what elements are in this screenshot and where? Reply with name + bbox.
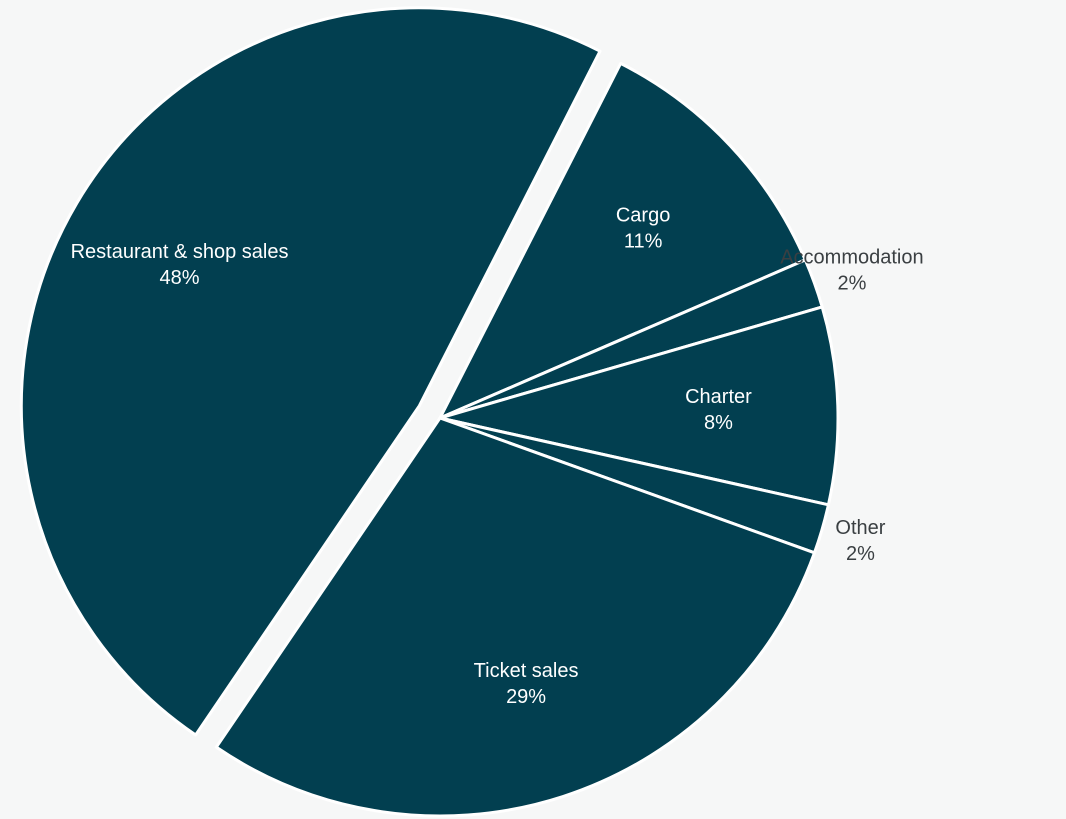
slice-name-cargo: Cargo [616, 204, 670, 226]
slice-value-cargo: 11% [624, 230, 663, 252]
slice-name-accommodation: Accommodation [780, 247, 923, 269]
slice-name-other: Other [835, 517, 885, 539]
slice-name-charter: Charter [685, 386, 752, 408]
slice-value-ticket-sales: 29% [506, 686, 546, 708]
slice-value-accommodation: 2% [837, 273, 866, 295]
slice-name-ticket-sales: Ticket sales [474, 660, 579, 682]
slice-value-charter: 8% [704, 412, 733, 434]
slice-value-other: 2% [846, 543, 875, 565]
slice-label-other: Other 2% [835, 517, 885, 565]
slice-name-restaurant-and-shop-sales: Restaurant & shop sales [71, 241, 289, 263]
slice-value-restaurant-and-shop-sales: 48% [160, 267, 200, 289]
